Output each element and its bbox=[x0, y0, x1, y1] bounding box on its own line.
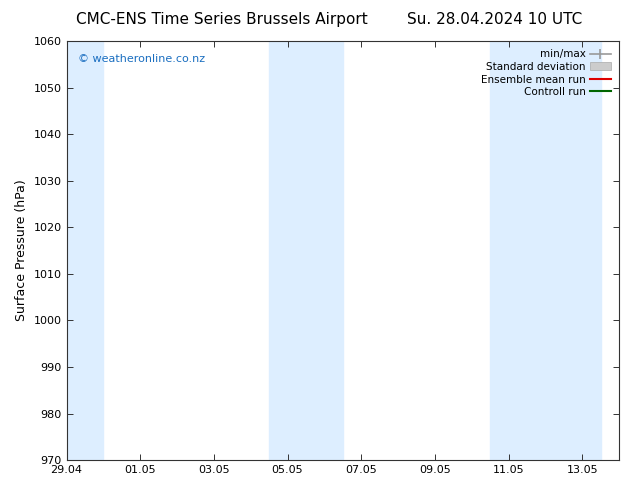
Text: © weatheronline.co.nz: © weatheronline.co.nz bbox=[77, 53, 205, 64]
Y-axis label: Surface Pressure (hPa): Surface Pressure (hPa) bbox=[15, 180, 28, 321]
Bar bbox=[67, 41, 103, 460]
Bar bbox=[269, 41, 343, 460]
Legend: min/max, Standard deviation, Ensemble mean run, Controll run: min/max, Standard deviation, Ensemble me… bbox=[478, 46, 614, 100]
Text: CMC-ENS Time Series Brussels Airport: CMC-ENS Time Series Brussels Airport bbox=[76, 12, 368, 27]
Bar bbox=[490, 41, 600, 460]
Text: Su. 28.04.2024 10 UTC: Su. 28.04.2024 10 UTC bbox=[407, 12, 582, 27]
